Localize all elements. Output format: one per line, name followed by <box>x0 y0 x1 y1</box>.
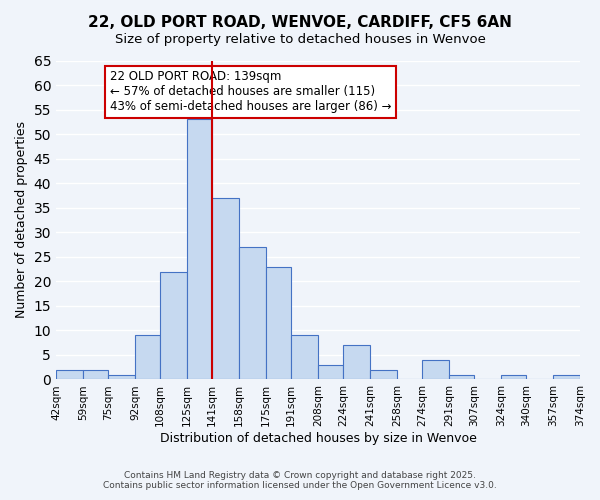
Bar <box>160 272 187 380</box>
Bar <box>318 364 343 380</box>
Bar <box>553 374 580 380</box>
Bar <box>501 374 526 380</box>
Text: Contains HM Land Registry data © Crown copyright and database right 2025.
Contai: Contains HM Land Registry data © Crown c… <box>103 470 497 490</box>
Bar <box>56 370 83 380</box>
Bar <box>108 374 135 380</box>
Bar <box>212 198 239 380</box>
Bar <box>370 370 397 380</box>
Bar <box>239 247 266 380</box>
Bar <box>449 374 474 380</box>
Text: 22 OLD PORT ROAD: 139sqm
← 57% of detached houses are smaller (115)
43% of semi-: 22 OLD PORT ROAD: 139sqm ← 57% of detach… <box>110 70 391 114</box>
Text: 22, OLD PORT ROAD, WENVOE, CARDIFF, CF5 6AN: 22, OLD PORT ROAD, WENVOE, CARDIFF, CF5 … <box>88 15 512 30</box>
Bar <box>291 336 318 380</box>
Bar <box>343 345 370 380</box>
Text: Size of property relative to detached houses in Wenvoe: Size of property relative to detached ho… <box>115 32 485 46</box>
Bar <box>422 360 449 380</box>
Y-axis label: Number of detached properties: Number of detached properties <box>15 122 28 318</box>
Bar <box>135 336 160 380</box>
Bar <box>187 120 212 380</box>
Bar <box>266 266 291 380</box>
Bar <box>83 370 108 380</box>
X-axis label: Distribution of detached houses by size in Wenvoe: Distribution of detached houses by size … <box>160 432 476 445</box>
